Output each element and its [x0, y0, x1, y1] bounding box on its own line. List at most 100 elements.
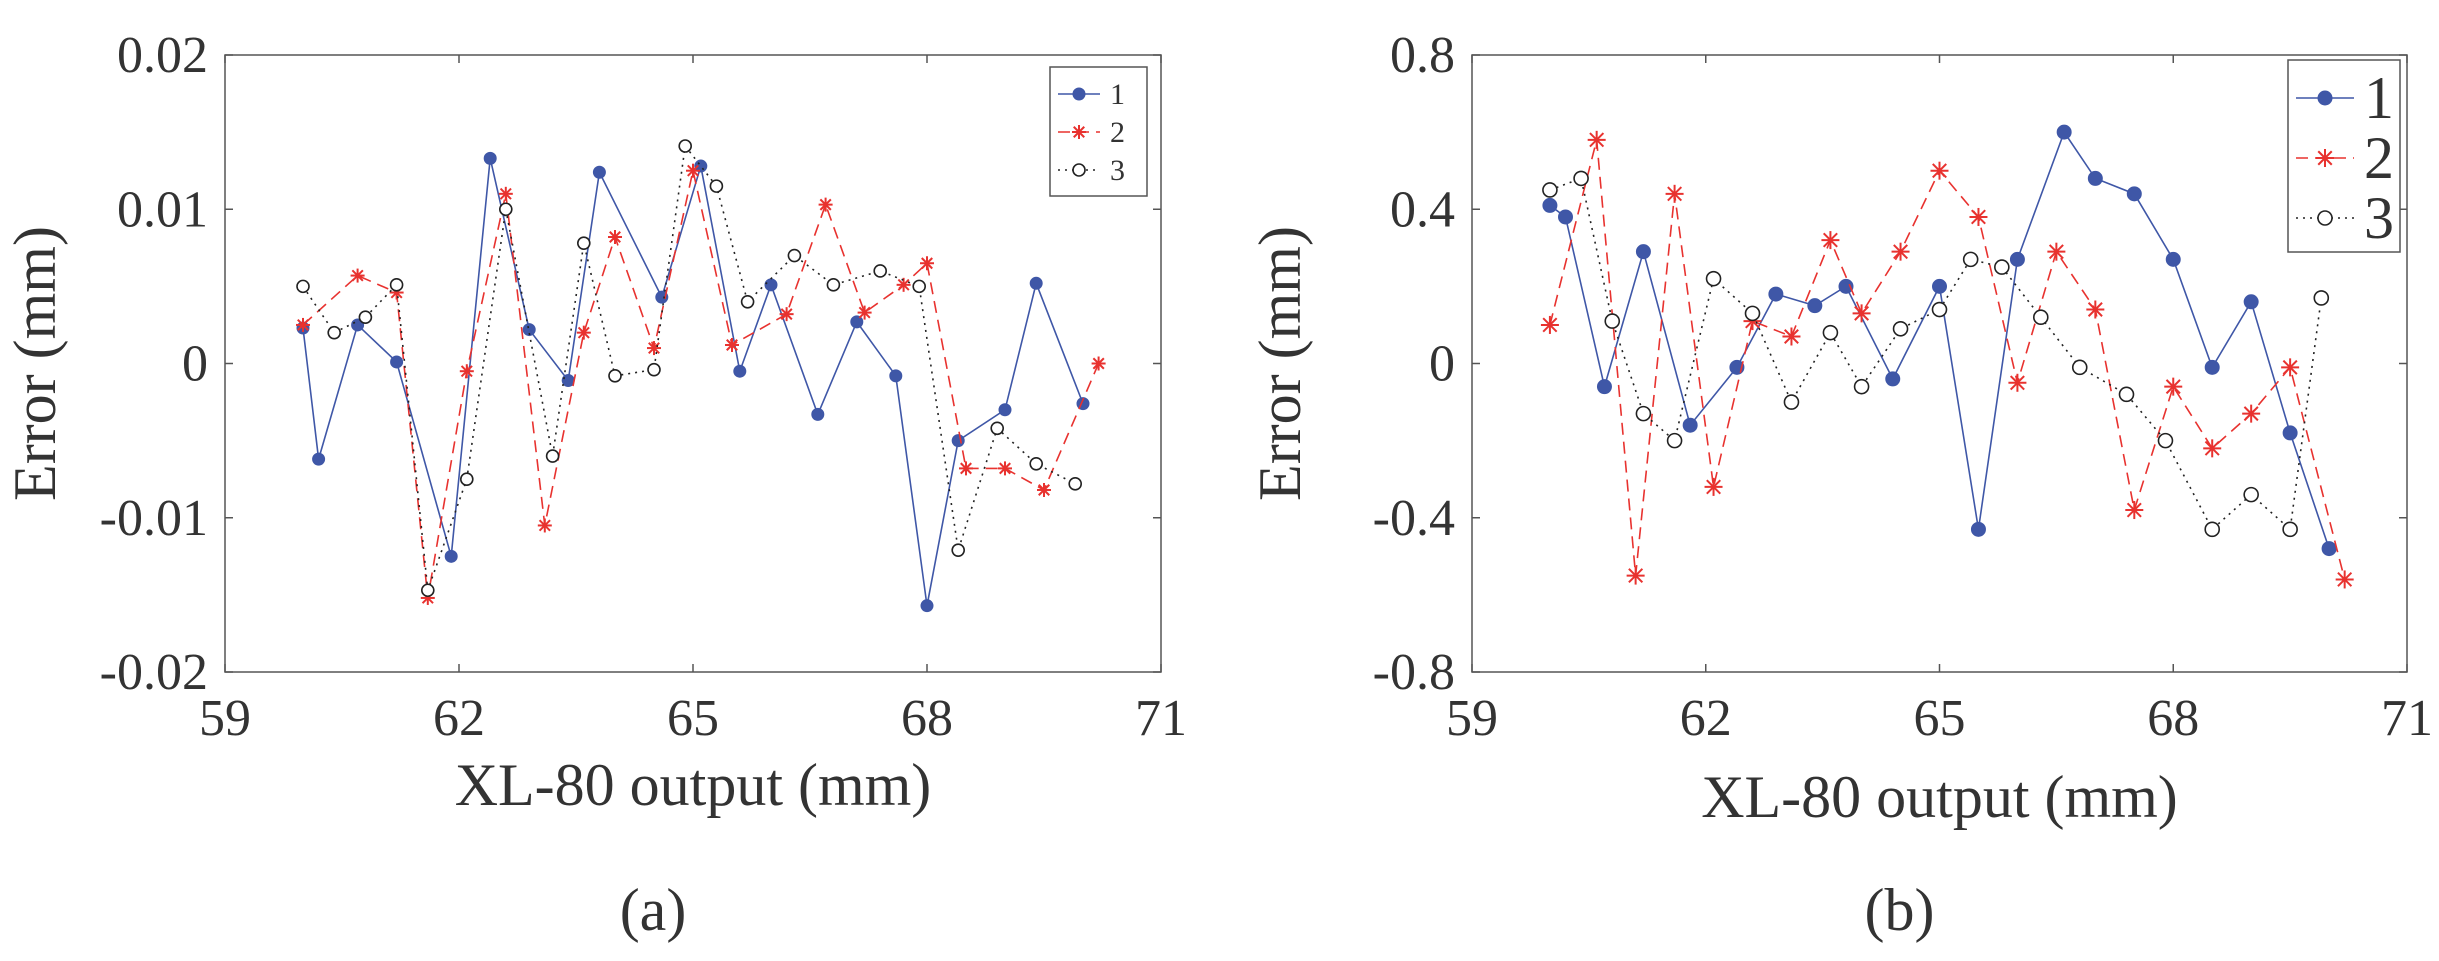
- data-point: [1994, 259, 2010, 275]
- data-point: [608, 230, 622, 245]
- data-point: [1666, 432, 1683, 449]
- legend-box: [2287, 59, 2401, 253]
- data-point: [2321, 541, 2337, 557]
- data-point: [896, 277, 911, 292]
- x-tick-label: 71: [2381, 690, 2433, 747]
- x-tick-label: 62: [433, 690, 485, 747]
- data-point: [1853, 378, 1870, 395]
- x-tick-label: 65: [1914, 690, 1966, 747]
- data-point: [647, 341, 661, 356]
- x-tick-label: 71: [1135, 690, 1187, 747]
- series-3: [1542, 170, 2330, 538]
- x-tick-label: 65: [667, 690, 719, 747]
- data-point: [1596, 379, 1612, 395]
- data-point: [1822, 324, 1839, 341]
- data-point: [2157, 432, 2174, 449]
- data-point: [873, 264, 888, 278]
- data-point: [912, 279, 927, 294]
- data-point: [951, 543, 966, 557]
- plot-frame: [224, 54, 1162, 673]
- y-axis-label: Error (mm): [1247, 226, 1313, 501]
- data-point: [2047, 242, 2066, 261]
- data-point: [1029, 276, 1043, 290]
- legend-label-3: 3: [2364, 185, 2394, 251]
- data-point: [537, 518, 552, 533]
- series-3: [296, 139, 1082, 598]
- data-point: [459, 472, 474, 486]
- data-point: [826, 278, 841, 292]
- data-point: [655, 290, 669, 304]
- data-point: [850, 315, 864, 329]
- series-3-line: [1549, 177, 2323, 531]
- data-point: [2056, 124, 2072, 140]
- y-tick-label: -0.01: [100, 490, 208, 547]
- data-point: [2242, 404, 2261, 423]
- data-point: [312, 452, 326, 466]
- x-tick-label: 68: [901, 690, 953, 747]
- x-axis-label: XL-80 output (mm): [1701, 764, 2178, 830]
- y-tick-label: 0.4: [1390, 181, 1455, 238]
- legend-marker-2: [1072, 125, 1086, 139]
- data-point: [1962, 251, 1979, 268]
- panel-caption: (b): [1865, 877, 1935, 943]
- data-point: [1029, 456, 1043, 471]
- data-point: [1783, 394, 1800, 410]
- data-point: [576, 325, 591, 340]
- x-tick-label: 59: [1446, 690, 1498, 747]
- data-point: [2204, 521, 2221, 538]
- data-point: [998, 461, 1012, 476]
- data-point: [592, 165, 606, 179]
- data-point: [2032, 309, 2049, 326]
- data-point: [296, 279, 310, 294]
- data-point: [998, 403, 1012, 417]
- data-point: [1932, 278, 1947, 294]
- data-point: [296, 317, 310, 332]
- data-point: [779, 307, 794, 322]
- data-point: [1821, 231, 1840, 250]
- data-point: [390, 355, 404, 369]
- series-2-line: [1549, 139, 2346, 580]
- data-point: [498, 202, 513, 217]
- data-point: [1665, 184, 1684, 203]
- data-point: [2009, 251, 2025, 267]
- data-point: [2243, 486, 2259, 503]
- series-3-line: [302, 144, 1076, 591]
- data-point: [327, 325, 342, 340]
- data-point: [420, 583, 435, 598]
- data-point: [740, 294, 755, 309]
- chart-panel-a: -0.02 -0.01 0 0.01 0.02 59 62 65 68 71 XL-80 outpu…: [2, 27, 1187, 943]
- data-point: [2126, 186, 2142, 202]
- series-2-line: [302, 170, 1100, 599]
- data-point: [1704, 477, 1723, 496]
- data-point: [2125, 501, 2144, 520]
- data-point: [2008, 373, 2027, 392]
- legend-label-3: 3: [1110, 154, 1125, 187]
- x-axis-label: XL-80 output (mm): [455, 752, 932, 818]
- legend-marker-2: [2316, 149, 2334, 167]
- data-point: [2204, 359, 2220, 375]
- data-point: [522, 323, 536, 337]
- data-point: [709, 179, 724, 193]
- data-point: [1782, 327, 1801, 346]
- data-point: [1587, 130, 1606, 149]
- data-point: [1682, 417, 1698, 433]
- data-point: [2335, 570, 2354, 589]
- data-point: [1852, 304, 1871, 323]
- legend-label-1: 1: [2364, 65, 2394, 131]
- data-point: [2282, 521, 2298, 538]
- data-point: [1635, 244, 1651, 260]
- data-point: [990, 421, 1005, 436]
- data-point: [483, 151, 497, 165]
- data-point: [1885, 371, 1901, 387]
- legend-marker-1: [2317, 90, 2333, 106]
- x-tick-label: 62: [1680, 690, 1732, 747]
- legend: 123: [1049, 66, 1148, 197]
- legend: 123: [2287, 59, 2401, 253]
- data-point: [725, 337, 739, 352]
- series-2: [296, 163, 1106, 605]
- data-point: [1542, 197, 1558, 213]
- data-point: [733, 364, 747, 378]
- data-point: [358, 310, 373, 325]
- data-point: [1573, 170, 1589, 187]
